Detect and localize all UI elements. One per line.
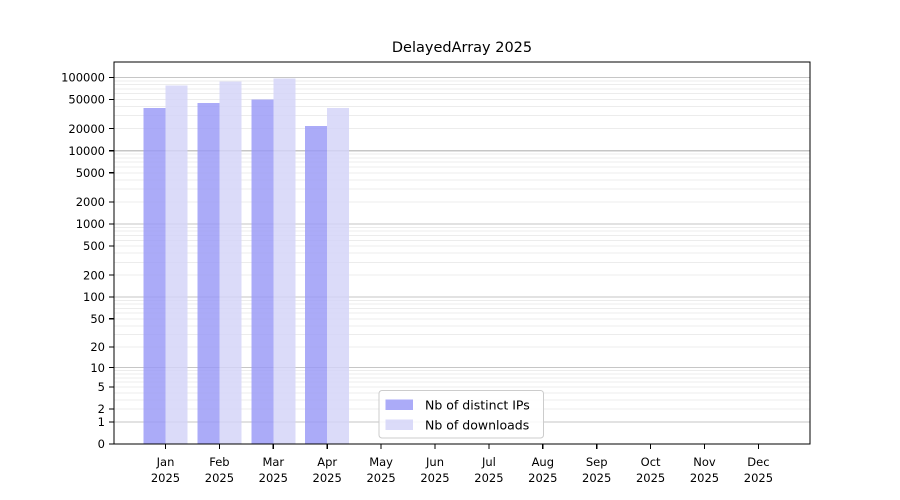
- x-axis-tick-label-month: Sep: [586, 455, 608, 469]
- x-axis-tick-label-year: 2025: [151, 471, 180, 485]
- x-axis-tick-label-year: 2025: [528, 471, 557, 485]
- chart-title: DelayedArray 2025: [392, 40, 532, 56]
- x-axis-tick-label-year: 2025: [582, 471, 611, 485]
- x-axis-tick-label-year: 2025: [205, 471, 234, 485]
- x-axis-tick-label-year: 2025: [259, 471, 288, 485]
- legend-box: [378, 390, 544, 439]
- y-axis-tick-label: 10000: [68, 144, 105, 158]
- bar-downloads: [327, 107, 350, 444]
- x-axis-tick-label-month: May: [369, 455, 393, 469]
- x-axis-tick-label-year: 2025: [474, 471, 503, 485]
- x-axis-tick-label-year: 2025: [313, 471, 342, 485]
- y-axis-tick-label: 50: [90, 312, 105, 326]
- x-axis-tick-label-month: Oct: [641, 455, 661, 469]
- x-axis-tick-label-year: 2025: [690, 471, 719, 485]
- legend-swatch-downloads: [385, 419, 413, 430]
- y-axis-tick-label: 1000: [76, 217, 105, 231]
- y-axis-tick-label: 20: [90, 340, 105, 354]
- x-axis-tick-label-year: 2025: [366, 471, 395, 485]
- y-axis-tick-label: 1: [98, 415, 105, 429]
- bar-downloads: [273, 78, 296, 444]
- y-axis-tick-label: 500: [83, 239, 105, 253]
- x-axis-tick-label-month: Mar: [262, 455, 284, 469]
- legend-label: Nb of distinct IPs: [425, 398, 530, 413]
- legend-label: Nb of downloads: [425, 418, 529, 433]
- bar-distinct-ips: [197, 102, 220, 444]
- y-axis-tick-label: 2000: [76, 195, 105, 209]
- bar-distinct-ips: [143, 108, 166, 444]
- y-axis-tick-label: 100: [83, 290, 105, 304]
- x-axis-tick-label-year: 2025: [744, 471, 773, 485]
- legend-swatch-distinct-ips: [385, 399, 413, 410]
- x-axis-tick-label-month: Nov: [693, 455, 716, 469]
- x-axis-tick-label-month: Feb: [209, 455, 229, 469]
- y-axis-tick-label: 5000: [76, 166, 105, 180]
- y-axis-tick-label: 0: [98, 437, 105, 451]
- x-axis-tick-label-month: Jan: [156, 455, 175, 469]
- y-axis-tick-label: 20000: [68, 122, 105, 136]
- x-axis-tick-label-month: Apr: [317, 455, 337, 469]
- x-axis-tick-label-month: Aug: [532, 455, 554, 469]
- x-axis-tick-label-month: Jun: [425, 455, 444, 469]
- y-axis-tick-label: 5: [98, 380, 105, 394]
- bar-distinct-ips: [251, 99, 274, 444]
- x-axis-tick-label-year: 2025: [636, 471, 665, 485]
- y-axis-tick-label: 2: [98, 402, 105, 416]
- x-axis-tick-label-month: Jul: [481, 455, 496, 469]
- x-axis-tick-label-year: 2025: [420, 471, 449, 485]
- bar-distinct-ips: [305, 126, 328, 444]
- bar-downloads: [219, 81, 242, 445]
- y-axis-tick-label: 50000: [68, 93, 105, 107]
- y-axis-tick-label: 200: [83, 268, 105, 282]
- y-axis-tick-label: 100000: [61, 71, 105, 85]
- x-axis-tick-label-month: Dec: [747, 455, 769, 469]
- plot-border: [113, 61, 811, 445]
- bar-downloads: [165, 85, 188, 444]
- y-axis-tick-label: 10: [90, 361, 105, 375]
